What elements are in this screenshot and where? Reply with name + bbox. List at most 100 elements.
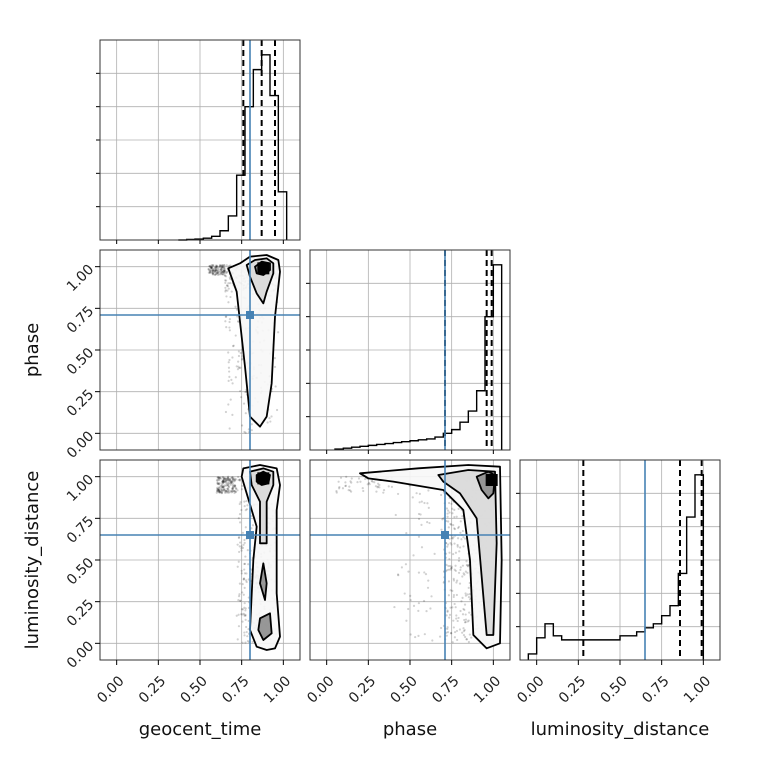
- sample-point: [426, 502, 429, 505]
- sample-point: [220, 489, 223, 492]
- sample-point: [221, 476, 224, 479]
- sample-point: [235, 614, 238, 617]
- sample-point: [222, 478, 226, 481]
- sample-point: [234, 485, 237, 488]
- sample-point: [382, 489, 386, 492]
- sample-point: [458, 582, 462, 585]
- sample-point: [245, 625, 248, 629]
- sample-point: [451, 507, 454, 510]
- sample-point: [426, 521, 429, 524]
- sample-point: [221, 265, 224, 269]
- sample-point: [234, 305, 237, 308]
- sample-point: [241, 583, 244, 586]
- sample-point: [224, 279, 227, 282]
- sample-point: [223, 266, 226, 269]
- sample-point: [230, 481, 233, 484]
- sample-point: [425, 609, 428, 613]
- sample-point: [463, 573, 466, 576]
- sample-point: [225, 271, 228, 274]
- sample-point: [337, 480, 340, 483]
- x-tick-label: 1.00: [471, 673, 504, 706]
- sample-point: [464, 594, 468, 597]
- sample-point: [431, 639, 434, 642]
- sample-point: [468, 611, 471, 614]
- sample-point: [217, 476, 220, 479]
- sample-point: [452, 536, 455, 539]
- sample-point: [226, 479, 229, 482]
- sample-point: [239, 351, 242, 355]
- sample-point: [225, 489, 228, 493]
- sample-point: [208, 265, 211, 268]
- y-tick-label: 0.00: [64, 638, 97, 671]
- sample-point: [218, 476, 222, 479]
- sample-point: [457, 525, 460, 528]
- sample-point: [222, 266, 225, 269]
- sample-point: [211, 273, 214, 276]
- sample-point: [230, 480, 234, 483]
- sample-point: [219, 269, 223, 272]
- sample-point: [231, 479, 234, 482]
- sample-point: [211, 267, 214, 270]
- sample-point: [244, 555, 247, 558]
- sample-point: [223, 485, 226, 488]
- sample-point: [222, 480, 226, 483]
- sample-point: [433, 552, 436, 555]
- sample-point: [225, 264, 228, 267]
- sample-point: [219, 477, 223, 480]
- sample-point: [250, 514, 253, 518]
- sample-point: [222, 487, 225, 491]
- sample-point: [368, 483, 371, 486]
- sample-point: [224, 410, 228, 414]
- sample-point: [229, 489, 232, 493]
- sample-point: [214, 269, 217, 272]
- sample-point: [221, 480, 224, 483]
- sample-point: [420, 500, 423, 503]
- sample-point: [461, 529, 464, 533]
- sample-point: [238, 582, 242, 585]
- sample-point: [394, 513, 397, 517]
- sample-point: [459, 609, 462, 613]
- sample-point: [234, 490, 237, 493]
- sample-point: [218, 491, 221, 494]
- sample-point: [449, 567, 453, 570]
- sample-point: [209, 265, 213, 268]
- sample-point: [467, 640, 471, 644]
- sample-point: [220, 270, 224, 274]
- sample-point: [242, 543, 245, 546]
- sample-point: [210, 264, 213, 267]
- sample-point: [221, 479, 225, 483]
- sample-point: [222, 476, 226, 480]
- sample-point: [227, 379, 230, 382]
- contour-3: [259, 562, 268, 601]
- sample-point: [227, 482, 230, 485]
- sample-point: [235, 487, 238, 491]
- sample-point: [239, 366, 242, 369]
- sample-point: [220, 270, 223, 273]
- sample-point: [244, 613, 247, 617]
- sample-point: [215, 266, 218, 269]
- sample-point: [266, 421, 269, 424]
- sample-point: [447, 568, 451, 571]
- panel-0-0: [96, 39, 301, 241]
- sample-point: [417, 517, 421, 521]
- sample-point: [240, 547, 243, 550]
- y-label-phase: phase: [22, 323, 43, 377]
- sample-point: [350, 477, 353, 480]
- sample-point: [231, 476, 234, 479]
- sample-point: [222, 488, 225, 491]
- sample-point: [462, 629, 466, 633]
- sample-point: [466, 564, 469, 567]
- sample-point: [224, 478, 227, 482]
- sample-point: [219, 272, 223, 275]
- sample-point: [457, 559, 461, 562]
- sample-point: [242, 593, 245, 596]
- sample-point: [228, 329, 231, 332]
- sample-point: [232, 345, 235, 348]
- sample-point: [370, 479, 373, 482]
- sample-point: [250, 423, 253, 426]
- sample-point: [452, 577, 455, 580]
- sample-point: [208, 264, 211, 268]
- sample-point: [224, 489, 228, 493]
- sample-point: [420, 523, 423, 526]
